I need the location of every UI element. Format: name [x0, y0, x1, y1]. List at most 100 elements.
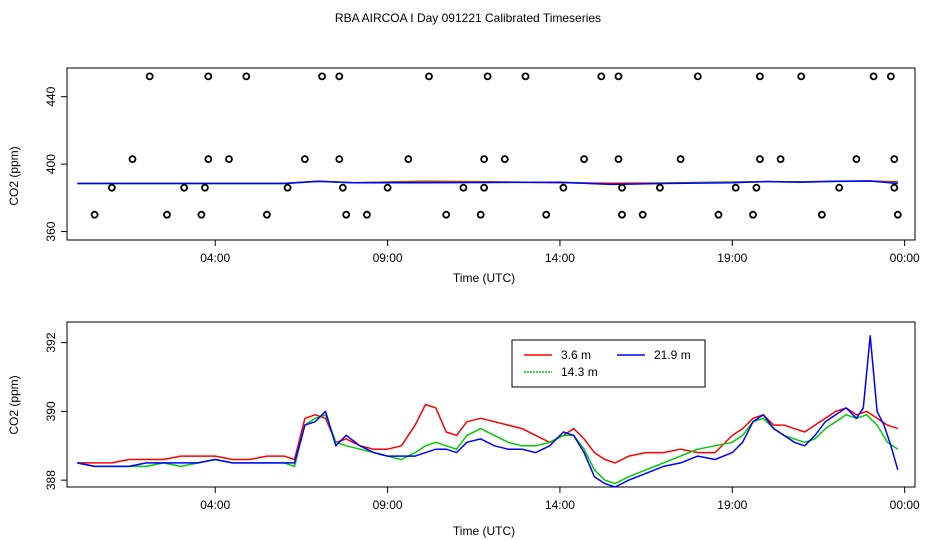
calibration-point: [521, 72, 530, 81]
bottom-series-3-6-m: [77, 403, 899, 464]
calibration-point: [204, 72, 213, 81]
legend: 3.6 m 21.9 m 14.3 m: [511, 339, 706, 388]
top-xtick-label: 14:00: [545, 251, 575, 265]
calibration-point: [559, 183, 568, 192]
calibration-point: [335, 72, 344, 81]
calibration-point: [797, 72, 806, 81]
bottom-plot-frame: [66, 321, 916, 488]
bottom-series-lines: [77, 335, 899, 488]
top-ytick-label: 400: [44, 154, 58, 174]
top-xtick-label: 04:00: [200, 251, 230, 265]
calibration-point: [731, 183, 740, 192]
calibration-point: [300, 155, 309, 164]
top-panel: 360 400 440 04:00 09:00 14:00 19:00 00:00 Time…: [7, 67, 920, 285]
calibration-point: [204, 155, 213, 164]
calibration-point: [335, 155, 344, 164]
calibration-point: [542, 210, 551, 219]
calibration-point: [618, 210, 626, 219]
calibration-point: [756, 72, 764, 81]
calibration-point: [163, 210, 171, 219]
figure-title: RBA AIRCOA I Day 091221 Calibrated Times…: [335, 11, 601, 25]
top-ytick-label: 440: [44, 86, 58, 106]
calibration-point: [342, 210, 351, 219]
calibration-point: [200, 183, 209, 192]
top-y-axis: 360 400 440: [44, 86, 67, 242]
top-ytick-label: 360: [44, 221, 58, 241]
calibration-point: [618, 183, 626, 192]
bottom-x-axis-label: Time (UTC): [453, 524, 515, 538]
calibration-point: [693, 72, 702, 81]
top-plot-frame: [66, 67, 916, 241]
top-series-lines: [77, 180, 898, 186]
calibration-point: [890, 155, 899, 164]
bottom-panel: 388 390 392 04:00 09:00 14:00 19:00 00:00 Time…: [7, 321, 920, 538]
bottom-ytick-label: 388: [44, 470, 58, 490]
bottom-x-axis: 04:00 09:00 14:00 19:00 00:00: [200, 487, 920, 512]
calibration-point: [580, 155, 588, 164]
bottom-xtick-label: 19:00: [717, 498, 747, 512]
calibration-point: [749, 210, 757, 219]
calibration-point: [852, 155, 861, 164]
legend-label-21-9m: 21.9 m: [654, 348, 691, 362]
legend-box: [511, 339, 706, 388]
calibration-point: [476, 210, 485, 219]
calibration-point: [714, 210, 723, 219]
calibration-point: [500, 155, 509, 164]
calibration-point: [180, 183, 189, 192]
calibration-point: [197, 210, 206, 219]
calibration-point: [362, 210, 371, 219]
top-series-21-9-m: [77, 180, 898, 186]
calibration-point: [404, 155, 413, 164]
calibration-point: [483, 72, 492, 81]
calibration-point: [283, 183, 292, 192]
top-xtick-label: 19:00: [717, 251, 747, 265]
calibration-point: [835, 183, 844, 192]
bottom-y-axis-label: CO2 (ppm): [7, 375, 21, 434]
legend-label-3-6m: 3.6 m: [561, 348, 591, 362]
top-y-axis-label: CO2 (ppm): [7, 146, 21, 205]
calibration-point: [756, 155, 764, 164]
calibration-point: [383, 183, 392, 192]
calibration-point: [107, 183, 116, 192]
legend-label-14-3m: 14.3 m: [561, 365, 598, 379]
top-xtick-label: 00:00: [890, 251, 920, 265]
calibration-point: [597, 72, 606, 81]
calibration-point: [90, 210, 99, 219]
calibration-point: [676, 155, 685, 164]
calibration-point: [145, 72, 154, 81]
calibration-point: [869, 72, 878, 81]
calibration-point: [752, 183, 761, 192]
calibration-point: [614, 155, 623, 164]
calibration-point: [614, 72, 623, 81]
bottom-ytick-label: 390: [44, 401, 58, 421]
calibration-point: [242, 72, 251, 81]
calibration-point: [890, 183, 899, 192]
calibration-point: [318, 72, 327, 81]
top-x-axis: 04:00 09:00 14:00 19:00 00:00: [200, 240, 920, 265]
calibration-point: [128, 155, 137, 164]
bottom-xtick-label: 09:00: [373, 498, 403, 512]
bottom-ytick-label: 392: [44, 332, 58, 352]
calibration-point: [225, 155, 233, 164]
calibration-point: [338, 183, 347, 192]
calibration-point: [776, 155, 785, 164]
calibration-point: [887, 72, 895, 81]
calibration-point: [818, 210, 826, 219]
bottom-xtick-label: 00:00: [890, 498, 920, 512]
bottom-series-21-9-m: [77, 335, 899, 488]
calibration-point: [262, 210, 271, 219]
calibration-point: [480, 155, 489, 164]
top-x-axis-label: Time (UTC): [453, 271, 515, 285]
bottom-xtick-label: 04:00: [200, 498, 230, 512]
calibration-point: [893, 210, 902, 219]
calibration-point: [638, 210, 647, 219]
calibration-point: [425, 72, 433, 81]
calibration-point: [459, 183, 468, 192]
calibration-point: [656, 183, 664, 192]
top-xtick-label: 09:00: [373, 251, 403, 265]
calibration-point: [480, 183, 489, 192]
top-calibration-points: [90, 72, 902, 219]
calibration-point: [442, 210, 451, 219]
bottom-y-axis: 388 390 392: [44, 332, 67, 490]
